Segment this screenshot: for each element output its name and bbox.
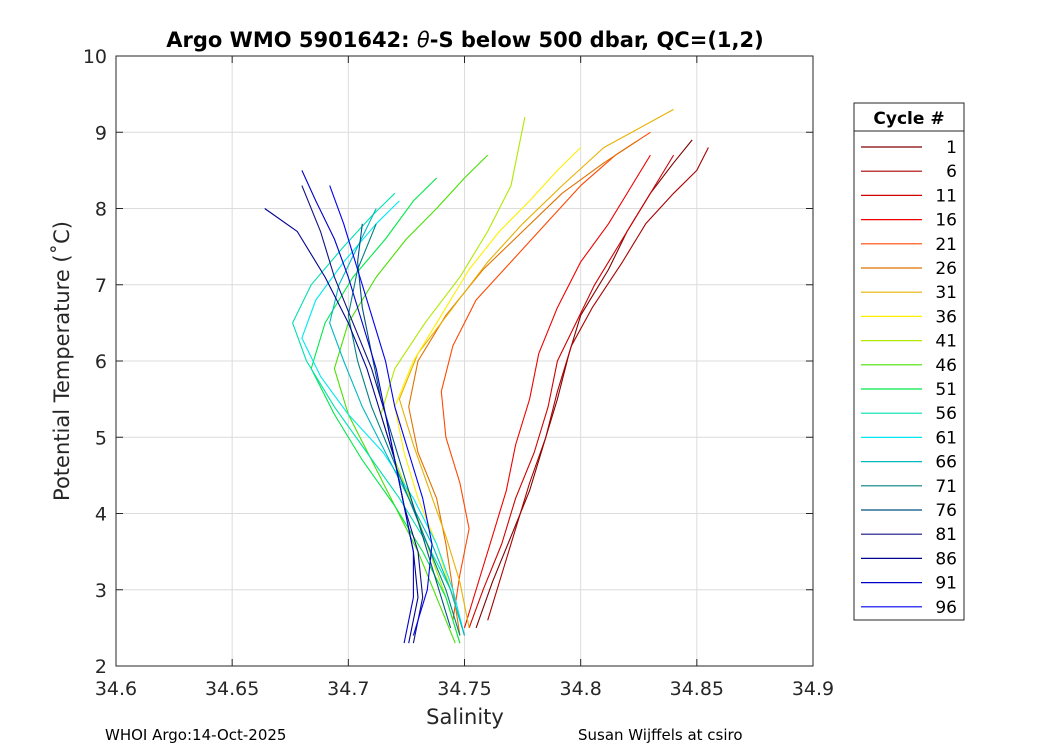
x-tick-label: 34.9	[792, 678, 834, 700]
y-tick-label: 7	[95, 275, 107, 297]
y-tick-label: 9	[95, 122, 107, 144]
ticks: 34.6 34.65 34.7 34.75 34.8 34.85 34.9 2 3 4 5 6 7 8 9 1…	[83, 46, 834, 700]
legend-label-cycle-61: 61	[935, 428, 957, 448]
legend-label-cycle-21: 21	[935, 235, 957, 255]
y-tick-label: 6	[95, 351, 107, 373]
grid	[116, 56, 813, 666]
x-tick-label: 34.7	[327, 678, 369, 700]
series-line-cycle-6	[487, 147, 709, 621]
series-line-cycle-86	[264, 208, 419, 644]
x-tick-label: 34.75	[437, 678, 491, 700]
x-tick-label: 34.8	[560, 678, 602, 700]
y-axis-label: Potential Temperature (˚C)	[50, 221, 74, 501]
legend-label-cycle-96: 96	[935, 598, 957, 618]
footer-left: WHOI Argo:14-Oct-2025	[105, 726, 286, 744]
legend: Cycle # 16111621263136414651566166717681…	[853, 102, 965, 621]
x-tick-label: 34.65	[205, 678, 259, 700]
y-tick-label: 5	[95, 427, 107, 449]
series-line-cycle-16	[463, 154, 651, 629]
x-tick-label: 34.6	[95, 678, 137, 700]
series-line-cycle-21	[440, 131, 651, 621]
y-tick-label: 8	[95, 199, 107, 221]
legend-label-cycle-11: 11	[935, 186, 957, 206]
chart-title: Argo WMO 5901642: θ-S below 500 dbar, QC…	[166, 28, 763, 52]
y-tick-label: 10	[83, 46, 107, 68]
series-line-cycle-66	[329, 208, 466, 636]
x-axis-label: Salinity	[426, 705, 504, 729]
legend-label-cycle-6: 6	[946, 162, 957, 182]
legend-label-cycle-41: 41	[935, 332, 957, 352]
series-line-cycle-96	[329, 185, 433, 636]
series-line-cycle-76	[357, 223, 452, 629]
legend-label-cycle-91: 91	[935, 574, 957, 594]
legend-label-cycle-86: 86	[935, 549, 957, 569]
footer-right: Susan Wijffels at csiro	[578, 726, 743, 744]
legend-label-cycle-81: 81	[935, 525, 957, 545]
series-line-cycle-26	[408, 139, 640, 636]
series-line-cycle-61	[301, 200, 466, 636]
series-line-cycle-41	[380, 116, 526, 644]
legend-label-cycle-56: 56	[935, 404, 957, 424]
plot-area: 34.6 34.65 34.7 34.75 34.8 34.85 34.9 2 3 4 5 6 7 8 9 1…	[83, 46, 834, 700]
series-line-cycle-91	[301, 170, 414, 644]
series-layer	[264, 108, 709, 644]
legend-label-cycle-26: 26	[935, 259, 957, 279]
legend-label-cycle-51: 51	[935, 380, 957, 400]
y-tick-label: 4	[95, 504, 107, 526]
x-tick-label: 34.85	[670, 678, 724, 700]
legend-label-cycle-31: 31	[935, 283, 957, 303]
legend-label-cycle-1: 1	[946, 138, 957, 158]
y-tick-label: 3	[95, 580, 107, 602]
legend-label-cycle-16: 16	[935, 211, 957, 231]
legend-label-cycle-36: 36	[935, 307, 957, 327]
series-line-cycle-11	[468, 154, 675, 629]
series-line-cycle-51	[310, 177, 461, 644]
legend-label-cycle-76: 76	[935, 501, 957, 521]
legend-label-cycle-71: 71	[935, 477, 957, 497]
legend-title: Cycle #	[873, 109, 944, 129]
legend-label-cycle-46: 46	[935, 356, 957, 376]
y-tick-label: 2	[95, 656, 107, 678]
legend-label-cycle-66: 66	[935, 453, 957, 473]
